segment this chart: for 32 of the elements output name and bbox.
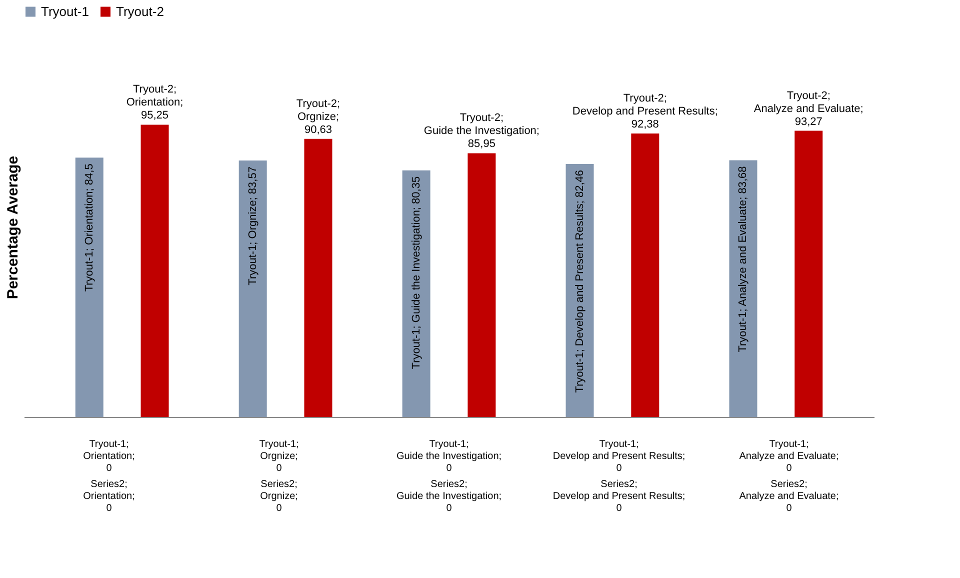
data-label: Tryout-1; Guide the Investigation; 80,35 xyxy=(410,176,422,370)
bar xyxy=(238,160,267,417)
data-label: Tryout-1; Develop and Present Results; 82,46 xyxy=(574,170,586,393)
data-label: Tryout-2; Orgnize; 90,63 xyxy=(296,98,340,136)
bar xyxy=(729,160,758,417)
bar xyxy=(304,138,332,417)
text: Series2; Orgnize; 0 xyxy=(260,479,298,514)
bar xyxy=(468,153,496,417)
text: Series2; Analyze and Evaluate; 0 xyxy=(739,479,839,514)
data-label: Tryout-2; Guide the Investigation; 85,95 xyxy=(424,112,540,150)
legend-label: Tryout-2 xyxy=(116,4,164,19)
text: Tryout-1; Guide the Investigation; 0 xyxy=(396,439,502,474)
bar xyxy=(794,130,823,417)
bar xyxy=(631,134,660,417)
data-label: Tryout-2; Analyze and Evaluate; 93,27 xyxy=(754,90,864,128)
y-axis-title: Percentage Average xyxy=(4,156,22,300)
data-label: Tryout-1; Orientation; 84,5 xyxy=(83,164,96,292)
data-label: Tryout-1; Orgnize; 83,57 xyxy=(246,166,259,286)
bar xyxy=(75,158,104,417)
text: Tryout-1; Orgnize; 0 xyxy=(259,439,299,474)
data-label: Tryout-2; Develop and Present Results; 92,38 xyxy=(572,92,718,130)
bar xyxy=(402,170,430,417)
text: Tryout-1; Orientation; 0 xyxy=(83,439,135,474)
text: Series2; Orientation; 0 xyxy=(83,479,135,514)
text: Series2; Guide the Investigation; 0 xyxy=(396,479,502,514)
data-label: Tryout-2; Orientation; 95,25 xyxy=(126,84,184,122)
bar xyxy=(140,124,169,417)
legend-label: Tryout-1 xyxy=(41,4,89,19)
text: Tryout-1; Develop and Present Results; 0 xyxy=(552,439,686,474)
text: Series2; Develop and Present Results; 0 xyxy=(552,479,686,514)
data-label: Tryout-1; Analyze and Evaluate; 83,68 xyxy=(737,166,750,352)
text: Tryout-1; Analyze and Evaluate; 0 xyxy=(739,439,839,474)
